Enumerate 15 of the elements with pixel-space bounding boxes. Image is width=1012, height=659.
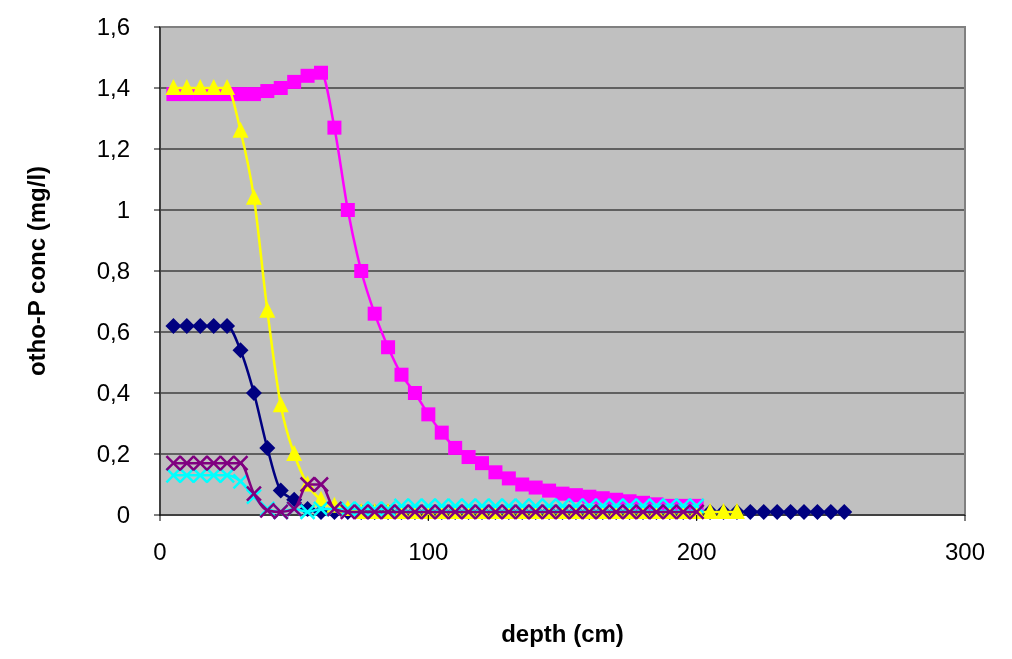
x-tick-label: 100 [408, 538, 449, 565]
y-tick-label: 0,8 [96, 257, 130, 285]
y-tick-label: 0 [116, 501, 130, 529]
y-tick-label: 1,2 [96, 135, 130, 163]
y-axis-title: otho-P conc (mg/l) [23, 165, 50, 377]
y-tick-label: 1,4 [96, 74, 130, 102]
x-tick-label: 0 [153, 538, 167, 565]
y-tick-label: 1 [116, 196, 130, 224]
y-tick-label: 1,6 [96, 13, 130, 41]
x-axis-title: depth (cm) [501, 620, 624, 647]
x-tick-label: 200 [676, 538, 717, 565]
y-tick-label: 0,4 [96, 379, 130, 407]
y-tick-label: 0,2 [96, 440, 130, 468]
y-tick-label: 0,6 [96, 318, 130, 346]
x-tick-label: 300 [944, 538, 986, 565]
